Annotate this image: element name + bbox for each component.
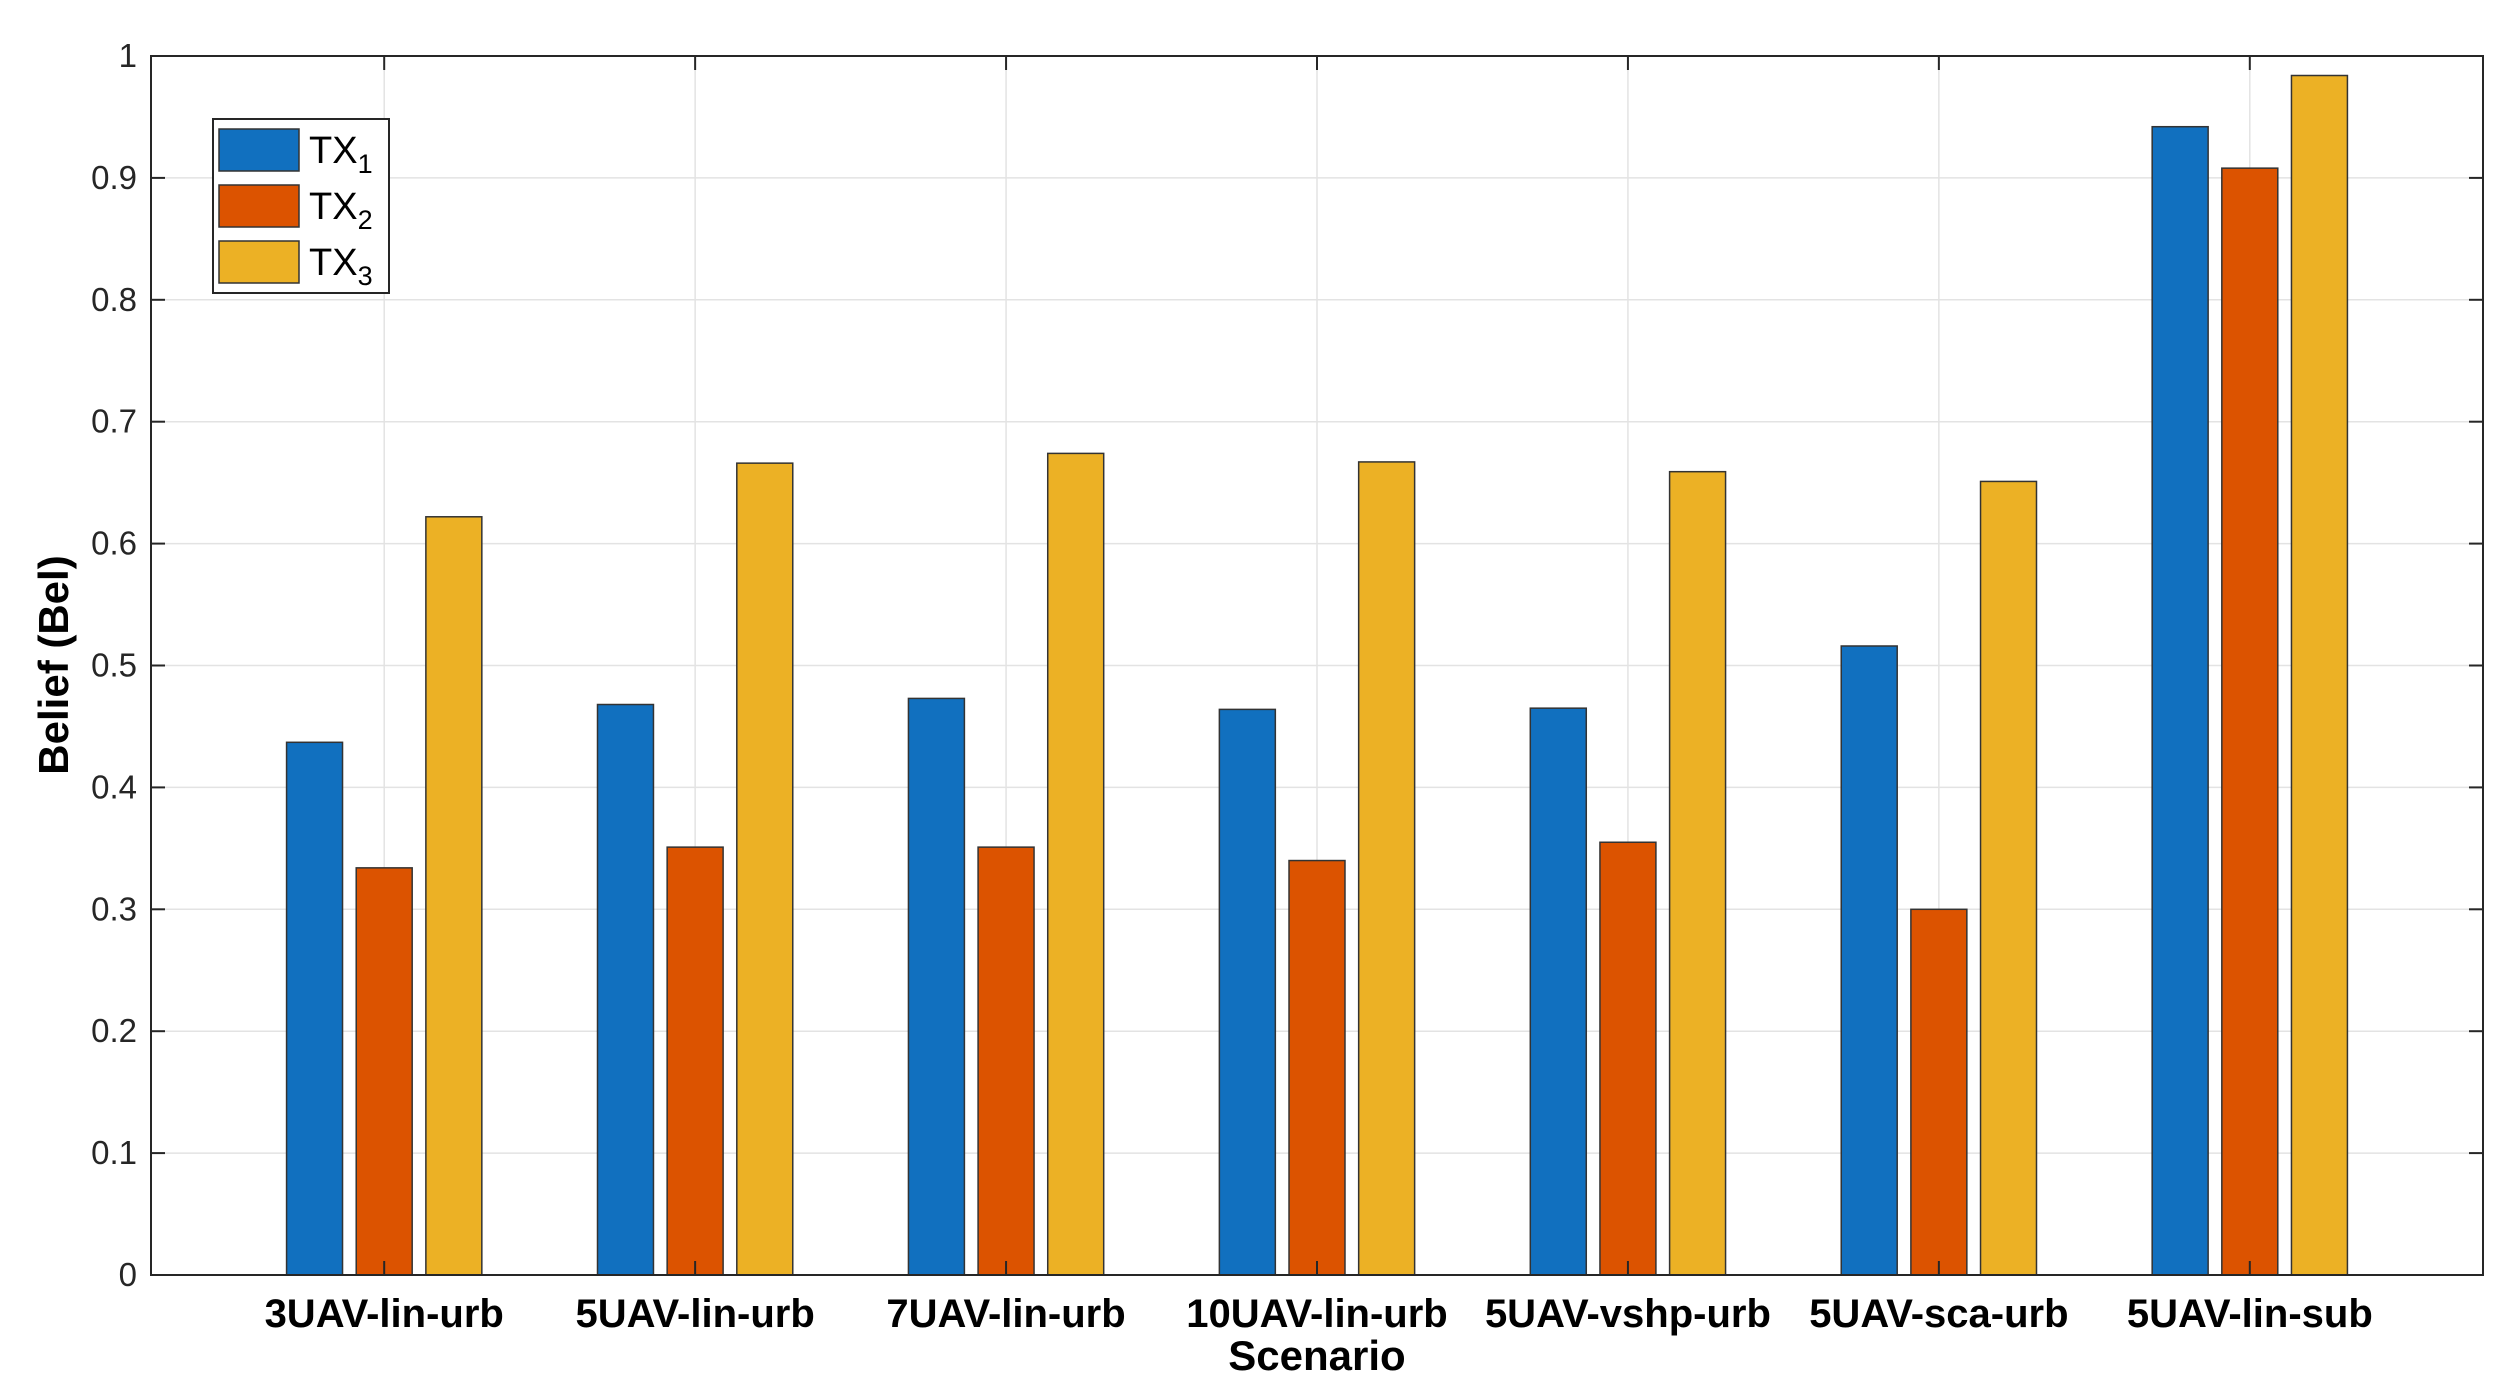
legend-swatch-tx2 xyxy=(218,184,300,228)
x-category-label: 10UAV-lin-urb xyxy=(1186,1292,1448,1336)
bar-tx2 xyxy=(1288,859,1346,1276)
y-tick-label: 0.2 xyxy=(91,1012,137,1049)
bar-tx3 xyxy=(1357,461,1416,1276)
bar-tx3 xyxy=(1046,452,1105,1276)
y-tick-label: 0.9 xyxy=(91,159,137,196)
y-tick-label: 1 xyxy=(119,37,137,74)
x-category-label: 5UAV-lin-sub xyxy=(2127,1292,2373,1336)
bar-tx3 xyxy=(1668,470,1727,1276)
bar-tx2 xyxy=(1910,908,1968,1276)
y-tick-label: 0.7 xyxy=(91,403,137,440)
bar-tx3 xyxy=(736,462,794,1276)
x-category-labels: 3UAV-lin-urb 5UAV-lin-urb 7UAV-lin-urb 10UA… xyxy=(265,1292,2373,1336)
y-tick-label: 0.4 xyxy=(91,768,137,805)
y-tick-label: 0.5 xyxy=(91,647,137,684)
x-category-label: 7UAV-lin-urb xyxy=(886,1292,1125,1336)
bar-tx2 xyxy=(1599,841,1657,1276)
bars xyxy=(285,74,2349,1276)
x-category-label: 5UAV-sca-urb xyxy=(1809,1292,2068,1336)
axis-ticks xyxy=(151,55,2483,1276)
bar-tx1 xyxy=(596,703,655,1276)
x-axis-title: Scenario xyxy=(1228,1332,1405,1379)
bar-tx1 xyxy=(907,697,966,1276)
bar-tx2 xyxy=(977,846,1035,1276)
bar-tx2 xyxy=(666,846,724,1276)
bar-tx3 xyxy=(2290,74,2349,1276)
bar-tx1 xyxy=(2151,125,2209,1276)
x-category-label: 5UAV-vshp-urb xyxy=(1485,1292,1771,1336)
y-tick-label: 0.3 xyxy=(91,890,137,927)
y-tick-label: 0.6 xyxy=(91,525,137,562)
y-tick-labels: 0 0.1 0.2 0.3 0.4 0.5 0.6 0.7 0.8 0.9 1 xyxy=(91,37,137,1293)
bar-tx1 xyxy=(1529,707,1588,1276)
y-axis-title: Belief (Bel) xyxy=(30,555,77,774)
bar-tx1 xyxy=(1218,708,1277,1276)
bar-tx1 xyxy=(285,741,344,1276)
y-tick-label: 0.8 xyxy=(91,281,137,318)
legend-swatch-tx3 xyxy=(218,240,300,284)
bar-tx3 xyxy=(425,516,483,1276)
bar-tx2 xyxy=(2221,167,2279,1276)
x-category-label: 3UAV-lin-urb xyxy=(265,1292,504,1336)
legend-label-tx1: TX1 xyxy=(309,130,373,179)
x-category-label: 5UAV-lin-urb xyxy=(576,1292,815,1336)
bar-tx2 xyxy=(355,867,413,1276)
bar-tx1 xyxy=(1840,645,1898,1276)
y-tick-label: 0 xyxy=(119,1256,137,1293)
bar-tx3 xyxy=(1979,480,2038,1276)
legend-swatch-tx1 xyxy=(218,128,300,172)
y-tick-label: 0.1 xyxy=(91,1134,137,1171)
